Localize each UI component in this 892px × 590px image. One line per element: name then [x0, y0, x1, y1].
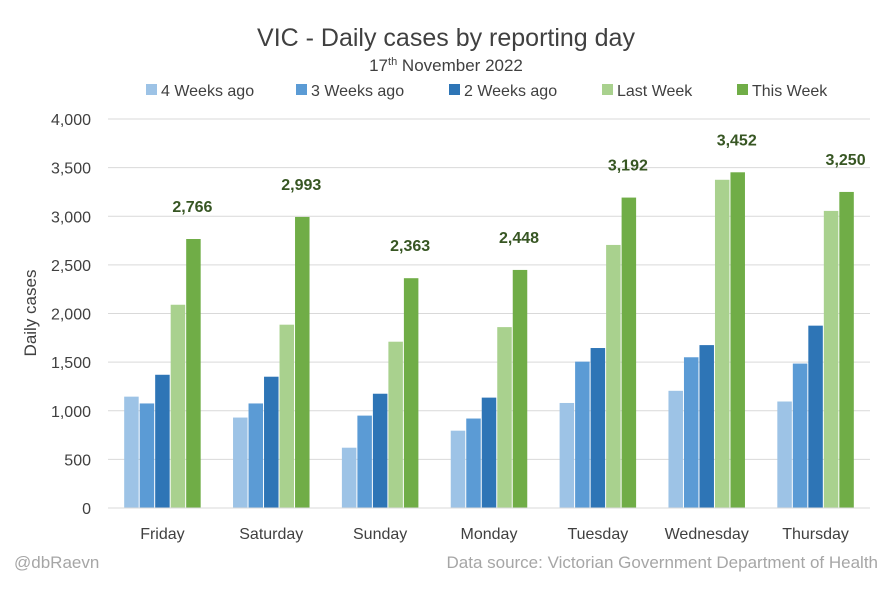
bar-3-weeks-ago-tuesday: [575, 361, 590, 508]
x-tick-label-thursday: Thursday: [782, 526, 849, 543]
legend-swatch-2-weeks-ago: [449, 84, 460, 95]
y-axis-tick-labels: 0 500 1,000 1,500 2,000 2,500 3,000 3,500 4,000: [51, 112, 91, 518]
legend-label-last-week: Last Week: [617, 83, 693, 100]
legend-label-2-weeks-ago: 2 Weeks ago: [464, 83, 557, 100]
y-tick-label: 500: [64, 452, 91, 469]
bar-4-weeks-ago-tuesday: [559, 402, 575, 508]
bar-2-weeks-ago-wednesday: [699, 345, 714, 508]
x-tick-label-saturday: Saturday: [239, 526, 303, 543]
bar-4-weeks-ago-sunday: [341, 447, 357, 508]
bar-last-week-tuesday: [606, 244, 621, 508]
bar-3-weeks-ago-wednesday: [683, 357, 699, 508]
legend-swatch-last-week: [602, 84, 613, 95]
y-tick-label: 1,500: [51, 355, 91, 372]
x-tick-label-friday: Friday: [140, 526, 184, 543]
footer-author: @dbRaevn: [14, 553, 100, 572]
bar-2-weeks-ago-monday: [481, 397, 497, 508]
data-labels: 2,766 2,993 2,363 2,448 3,192 3,452 3,250: [172, 132, 865, 255]
bar-3-weeks-ago-sunday: [357, 415, 372, 508]
bar-this-week-friday: [186, 239, 201, 508]
bar-this-week-monday: [512, 269, 528, 508]
bar-4-weeks-ago-saturday: [233, 417, 248, 508]
legend-swatch-3-weeks-ago: [296, 84, 307, 95]
subtitle-day: 17: [369, 56, 388, 75]
y-tick-label: 0: [82, 501, 91, 518]
bar-3-weeks-ago-friday: [139, 403, 155, 508]
bar-this-week-thursday: [839, 191, 854, 508]
bar-this-week-tuesday: [621, 197, 637, 508]
data-label-friday: 2,766: [172, 199, 212, 216]
bars: [124, 172, 854, 508]
x-tick-label-tuesday: Tuesday: [567, 526, 628, 543]
bar-3-weeks-ago-monday: [466, 418, 481, 508]
x-axis-tick-labels: Friday Saturday Sunday Monday Tuesday Wednesd…: [140, 526, 849, 543]
y-tick-label: 2,500: [51, 258, 91, 275]
bar-4-weeks-ago-thursday: [777, 401, 792, 508]
bar-4-weeks-ago-monday: [450, 430, 466, 508]
legend-label-this-week: This Week: [752, 83, 828, 100]
y-tick-label: 2,000: [51, 307, 91, 324]
legend-swatch-this-week: [737, 84, 748, 95]
bar-last-week-saturday: [279, 324, 295, 508]
y-tick-label: 4,000: [51, 112, 91, 129]
legend-label-3-weeks-ago: 3 Weeks ago: [311, 83, 404, 100]
bar-last-week-sunday: [388, 341, 403, 508]
x-tick-label-monday: Monday: [461, 526, 518, 543]
bar-3-weeks-ago-thursday: [792, 363, 808, 508]
subtitle-month-year: November 2022: [397, 56, 523, 75]
chart-title: VIC - Daily cases by reporting day: [257, 24, 635, 52]
y-tick-label: 3,500: [51, 161, 91, 178]
footer-data-source: Data source: Victorian Government Depart…: [446, 553, 878, 572]
x-tick-label-sunday: Sunday: [353, 526, 407, 543]
data-label-tuesday: 3,192: [608, 158, 648, 175]
bar-4-weeks-ago-friday: [124, 396, 139, 508]
data-label-wednesday: 3,452: [717, 132, 757, 149]
y-tick-label: 3,000: [51, 209, 91, 226]
bar-2-weeks-ago-saturday: [264, 376, 279, 508]
legend: 4 Weeks ago 3 Weeks ago 2 Weeks ago Last We…: [146, 83, 828, 100]
bar-2-weeks-ago-thursday: [808, 325, 823, 508]
bar-2-weeks-ago-friday: [155, 374, 170, 508]
bar-2-weeks-ago-tuesday: [590, 348, 606, 508]
bar-4-weeks-ago-wednesday: [668, 390, 683, 508]
bar-this-week-saturday: [295, 216, 310, 508]
bar-last-week-wednesday: [714, 179, 730, 508]
bar-3-weeks-ago-saturday: [248, 403, 264, 508]
bar-2-weeks-ago-sunday: [372, 393, 388, 508]
x-tick-label-wednesday: Wednesday: [665, 526, 749, 543]
legend-swatch-4-weeks-ago: [146, 84, 157, 95]
bar-this-week-wednesday: [730, 172, 745, 508]
data-label-saturday: 2,993: [281, 177, 321, 194]
bar-last-week-monday: [497, 327, 512, 508]
data-label-thursday: 3,250: [826, 152, 866, 169]
chart-subtitle: 17th November 2022: [369, 56, 523, 75]
bar-last-week-friday: [170, 304, 186, 508]
bar-last-week-thursday: [823, 210, 839, 508]
subtitle-ordinal-suffix: th: [388, 56, 397, 68]
legend-label-4-weeks-ago: 4 Weeks ago: [161, 83, 254, 100]
bar-this-week-sunday: [403, 278, 419, 508]
data-label-monday: 2,448: [499, 230, 539, 247]
y-axis-label: Daily cases: [21, 270, 40, 357]
data-label-sunday: 2,363: [390, 238, 430, 255]
y-tick-label: 1,000: [51, 404, 91, 421]
gridlines: [108, 118, 870, 460]
